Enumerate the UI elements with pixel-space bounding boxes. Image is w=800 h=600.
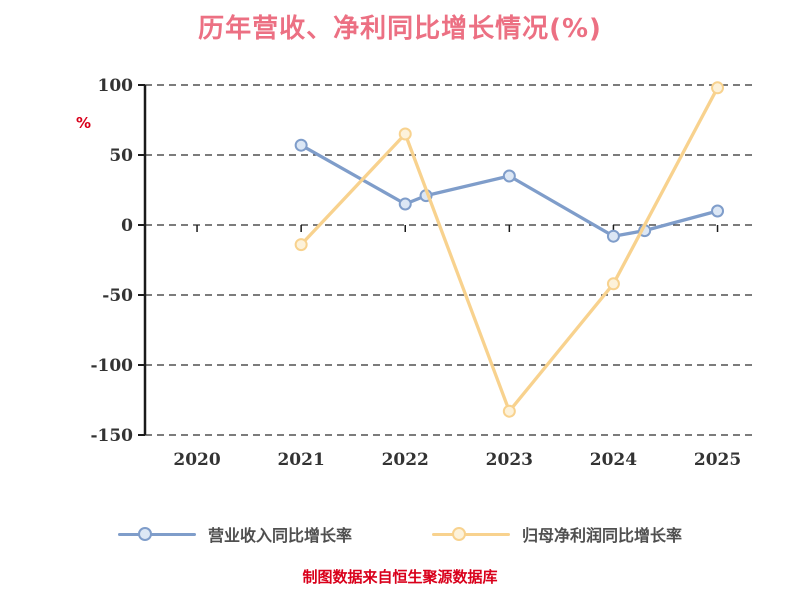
svg-text:50: 50 — [109, 146, 133, 166]
svg-text:2023: 2023 — [486, 450, 533, 470]
svg-text:-50: -50 — [102, 286, 133, 306]
chart-legend: 营业收入同比增长率 归母净利润同比增长率 — [0, 522, 800, 546]
svg-text:100: 100 — [98, 76, 134, 96]
netprofit-series-marker-icon — [432, 527, 510, 541]
svg-text:0: 0 — [121, 216, 133, 236]
svg-text:2022: 2022 — [382, 450, 429, 470]
legend-label-netprofit-growth: 归母净利润同比增长率 — [522, 526, 683, 545]
legend-item-revenue-growth: 营业收入同比增长率 — [117, 522, 352, 546]
legend-label-revenue-growth: 营业收入同比增长率 — [207, 526, 352, 545]
revenue-series-marker-icon — [117, 527, 196, 541]
data-source-note: 制图数据来自恒生聚源数据库 — [302, 568, 498, 586]
chart-title: 历年营收、净利同比增长情况(%) — [198, 14, 602, 44]
svg-text:2025: 2025 — [694, 450, 741, 470]
svg-text:2024: 2024 — [590, 450, 637, 470]
svg-text:-100: -100 — [90, 356, 133, 376]
legend-item-netprofit-growth: 归母净利润同比增长率 — [432, 522, 682, 546]
svg-text:2021: 2021 — [277, 450, 324, 470]
y-axis-unit-label: % — [76, 114, 92, 132]
svg-text:-150: -150 — [90, 426, 133, 446]
svg-text:2020: 2020 — [173, 450, 220, 470]
